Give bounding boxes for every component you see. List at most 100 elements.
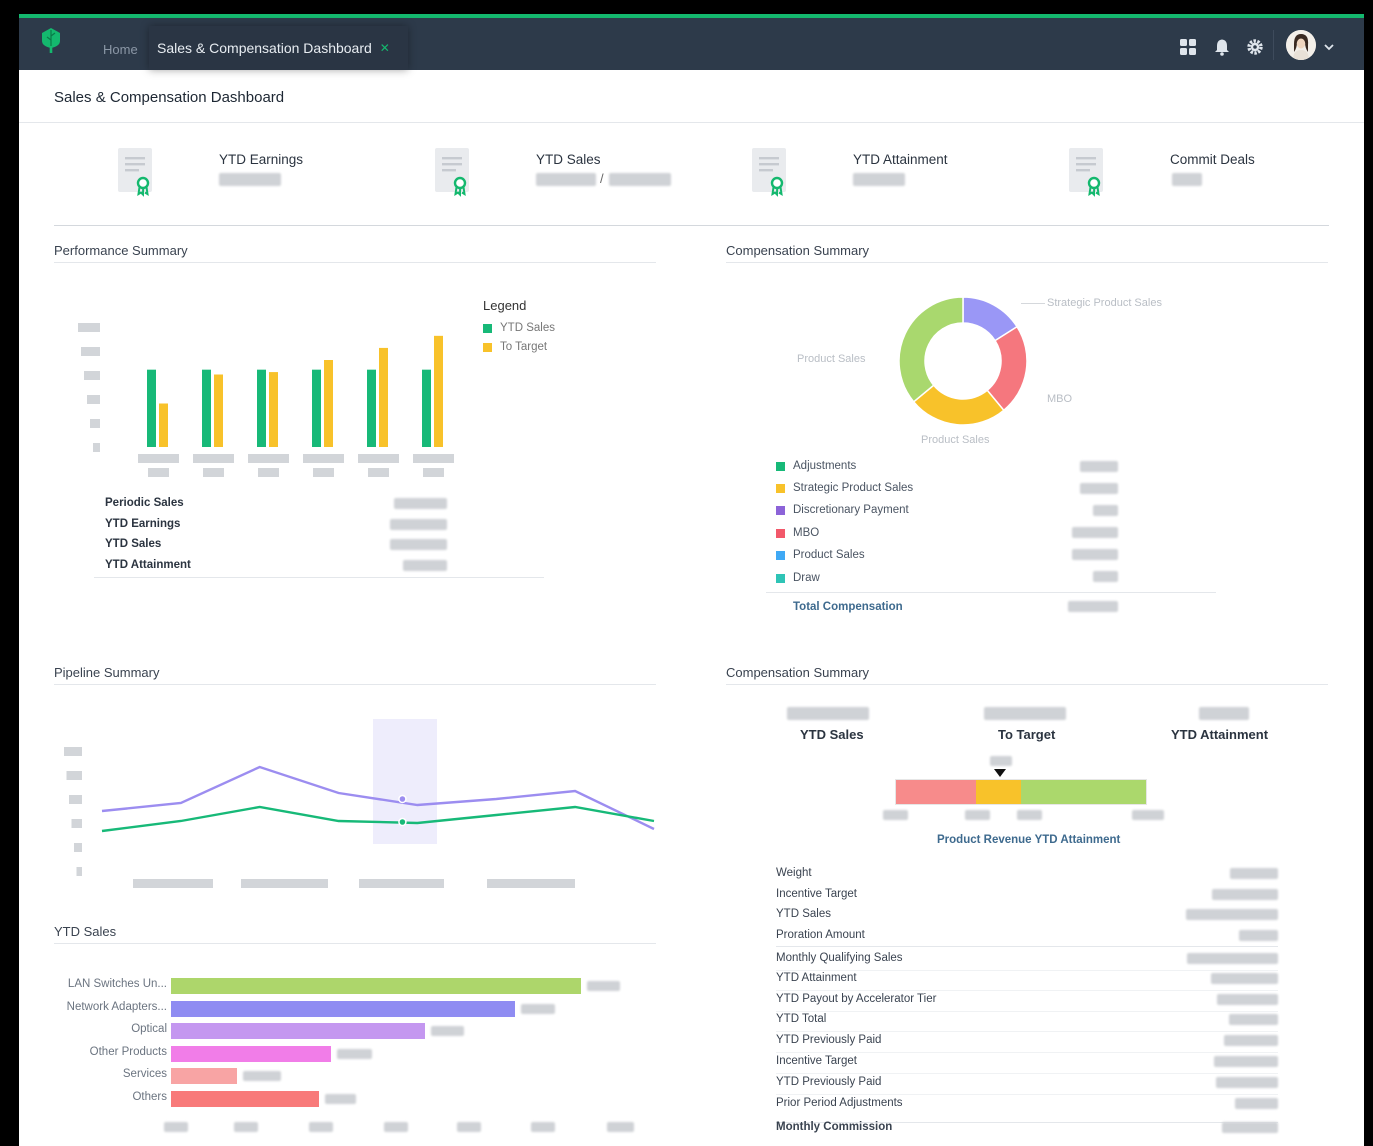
detail-row: YTD Total (776, 1013, 1278, 1032)
hbar-value-redacted (587, 981, 620, 991)
y-tick-redacted (74, 843, 82, 852)
detail-row: YTD Attainment (776, 972, 1278, 991)
hbar-value-redacted (242, 1071, 281, 1082)
comp-value-redacted (1080, 483, 1118, 494)
y-tick-redacted (64, 747, 82, 756)
y-tick-redacted (76, 867, 82, 876)
bar-tick-redacted (965, 810, 990, 820)
comp-swatch (776, 550, 785, 560)
bar-to-target-5[interactable] (379, 347, 388, 447)
hbar-2[interactable] (171, 1000, 516, 1017)
x-tick-redacted (133, 879, 213, 888)
apps-grid-icon[interactable] (1179, 38, 1197, 56)
line-hover-point[interactable] (398, 794, 407, 804)
legend-swatch (483, 323, 492, 333)
attainment-segment-3 (1021, 780, 1146, 804)
compensation-summary-title: Compensation Summary (726, 243, 870, 258)
attainment-segment-1 (896, 780, 976, 804)
x-tick-redacted (313, 468, 334, 477)
bar-to-target-2[interactable] (214, 374, 223, 448)
donut-slice-4[interactable] (898, 296, 964, 403)
comp-label: MBO (793, 527, 820, 539)
line-series-1[interactable] (101, 765, 655, 831)
chevron-down-icon[interactable] (1322, 40, 1336, 54)
y-tick-redacted (87, 395, 100, 404)
bar-to-target-4[interactable] (324, 360, 333, 447)
comp-swatch (776, 461, 785, 471)
bar-tick-redacted (1132, 810, 1164, 820)
col-label-to-target: To Target (998, 727, 1056, 742)
home-link[interactable]: Home (103, 42, 138, 57)
hbar-1[interactable] (171, 978, 581, 994)
bar-ytd-sales-5[interactable] (367, 369, 376, 447)
hbar-label: Optical (131, 1023, 167, 1036)
legend-label: YTD Sales (500, 322, 555, 334)
detail-row: Incentive Target (776, 888, 1278, 906)
legend-item-to-target: To Target (483, 341, 547, 353)
comp-label: Adjustments (793, 460, 857, 472)
total-compensation-label: Total Compensation (793, 601, 903, 613)
detail-row-divider (776, 1011, 1278, 1012)
hbar-6[interactable] (171, 1091, 319, 1107)
legend-item-ytd-sales: YTD Sales (483, 322, 555, 334)
y-tick-redacted (69, 795, 82, 804)
detail-row-divider (776, 1073, 1278, 1074)
bar-ytd-sales-2[interactable] (202, 369, 211, 447)
stat-ytd-sales: YTD Sales (105, 538, 162, 550)
comp-label: Strategic Product Sales (793, 482, 914, 494)
close-icon[interactable]: ✕ (379, 41, 390, 55)
comp-swatch (776, 573, 785, 583)
bar-ytd-sales-1[interactable] (147, 369, 156, 447)
gear-icon[interactable] (1246, 38, 1264, 56)
detail-row: Prior Period Adjustments (776, 1097, 1278, 1115)
x-tick-redacted (384, 1122, 408, 1132)
detail-value-redacted (1235, 1098, 1278, 1109)
detail-value-redacted (1216, 1077, 1278, 1088)
comp-swatch (776, 528, 785, 538)
bell-icon[interactable] (1213, 38, 1231, 56)
bar-tick-redacted (883, 810, 908, 820)
tab-sales-compensation-dashboard[interactable]: Sales & Compensation Dashboard ✕ (149, 26, 408, 70)
hbar-3[interactable] (171, 1023, 426, 1040)
detail-row-divider (776, 970, 1278, 971)
compensation-summary-2-title: Compensation Summary (726, 665, 870, 680)
detail-row-label: Monthly Qualifying Sales (776, 952, 903, 964)
bar-ytd-sales-3[interactable] (257, 369, 266, 447)
detail-row: Proration Amount (776, 929, 1278, 947)
bar-to-target-1[interactable] (159, 403, 168, 448)
x-tick-redacted (138, 454, 179, 463)
comp-value-redacted (1080, 461, 1118, 472)
stat-value-redacted (403, 560, 447, 571)
kpi-value-redacted (853, 173, 905, 186)
detail-row-label: YTD Total (776, 1013, 827, 1025)
tree-logo-icon[interactable] (39, 26, 63, 56)
line-series-2[interactable] (101, 805, 655, 833)
attainment-progress-bar (895, 779, 1147, 805)
section-divider (726, 262, 1328, 263)
hbar-value-redacted (521, 1003, 556, 1014)
comp-value-redacted (1093, 505, 1118, 516)
tab-label: Sales & Compensation Dashboard (157, 40, 372, 56)
donut-label-mbo: MBO (1047, 393, 1073, 405)
line-hover-point[interactable] (398, 817, 407, 827)
performance-bar-chart (78, 323, 454, 477)
x-tick-redacted (193, 454, 234, 463)
legend-title: Legend (483, 298, 527, 313)
bar-tick-redacted (1017, 810, 1042, 820)
kpi-label: YTD Attainment (853, 152, 948, 167)
comp-item-adjustments: Adjustments (776, 460, 856, 472)
user-avatar[interactable] (1286, 30, 1316, 60)
hbar-5[interactable] (171, 1068, 237, 1085)
bar-to-target-6[interactable] (434, 335, 443, 447)
bar-ytd-sales-6[interactable] (422, 369, 431, 447)
comp-item-strategic-product-sales: Strategic Product Sales (776, 482, 913, 494)
attainment-title: Product Revenue YTD Attainment (937, 834, 1121, 846)
bar-ytd-sales-4[interactable] (312, 369, 321, 447)
hbar-4[interactable] (171, 1045, 331, 1062)
stat-value-redacted (394, 498, 447, 509)
detail-row: YTD Sales (776, 908, 1278, 926)
detail-row-label: YTD Previously Paid (776, 1034, 882, 1046)
bar-to-target-3[interactable] (269, 372, 278, 447)
detail-row-monthly-commission: Monthly Commission (776, 1121, 1278, 1141)
detail-row-label: YTD Sales (776, 908, 831, 920)
